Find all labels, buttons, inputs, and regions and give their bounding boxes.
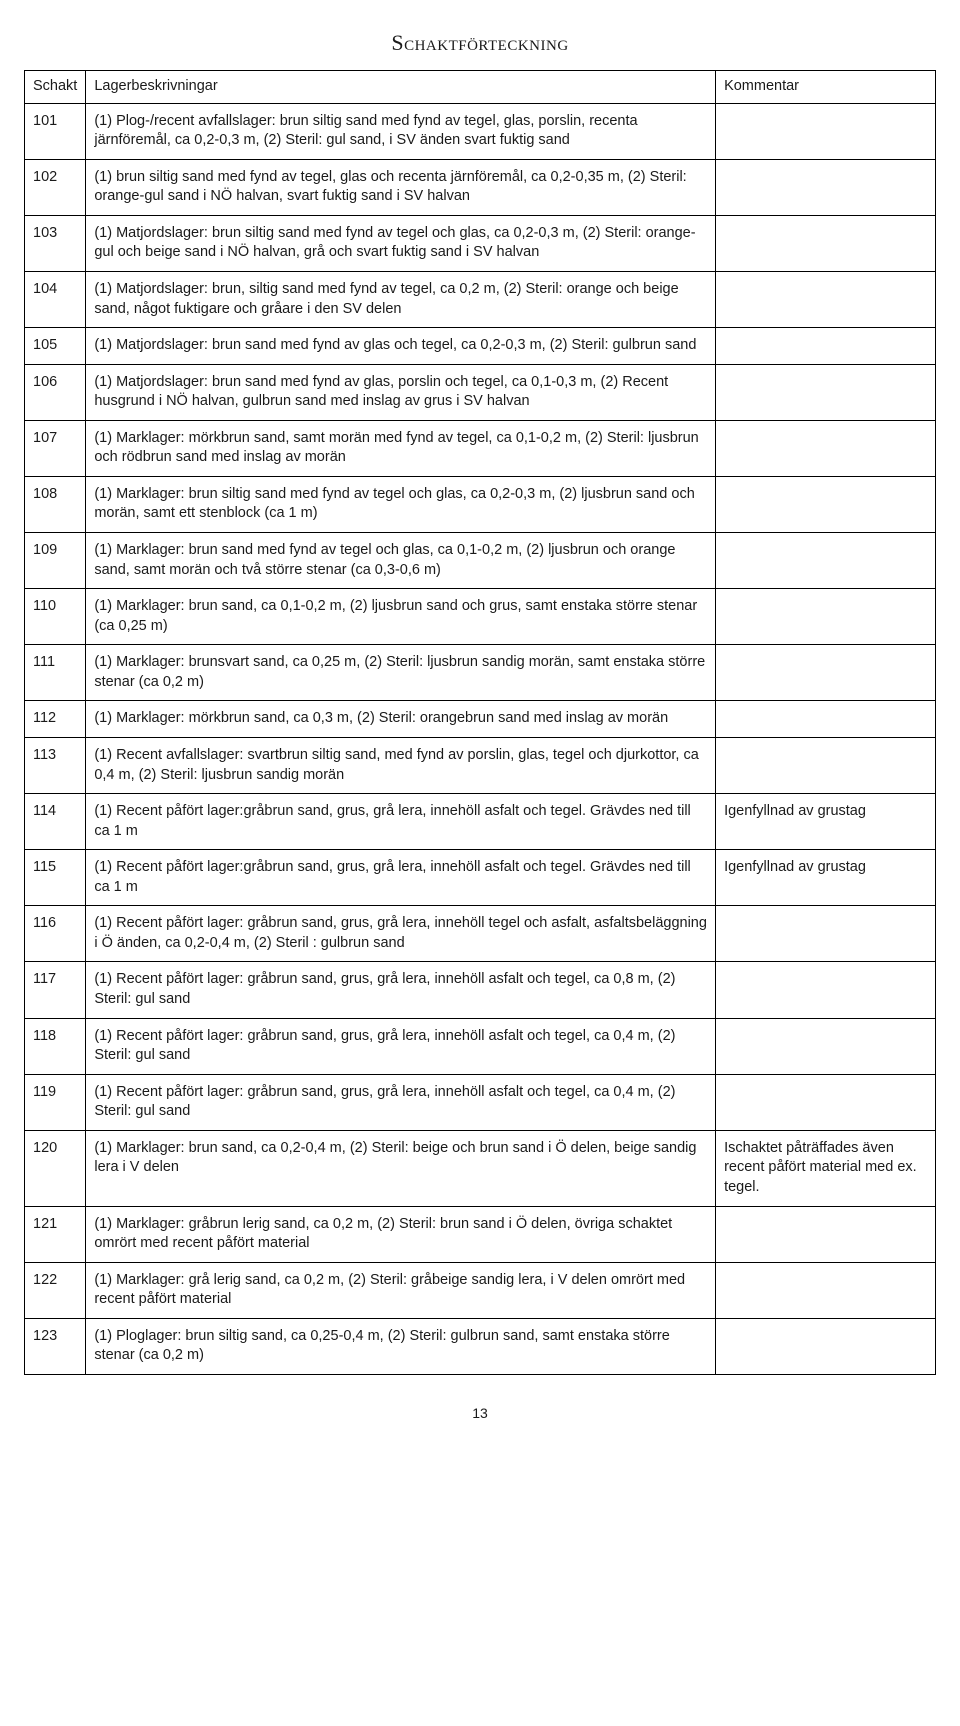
cell-kommentar [716, 328, 936, 365]
cell-lager: (1) Ploglager: brun siltig sand, ca 0,25… [86, 1318, 716, 1374]
table-row: 116(1) Recent påfört lager: gråbrun sand… [25, 906, 936, 962]
cell-kommentar: Ischaktet påträffades även recent påfört… [716, 1130, 936, 1206]
cell-kommentar [716, 589, 936, 645]
cell-lager: (1) Recent påfört lager:gråbrun sand, gr… [86, 850, 716, 906]
cell-kommentar [716, 962, 936, 1018]
cell-kommentar [716, 159, 936, 215]
cell-lager: (1) Matjordslager: brun sand med fynd av… [86, 328, 716, 365]
table-row: 120(1) Marklager: brun sand, ca 0,2-0,4 … [25, 1130, 936, 1206]
cell-lager: (1) Recent påfört lager: gråbrun sand, g… [86, 962, 716, 1018]
table-row: 109(1) Marklager: brun sand med fynd av … [25, 533, 936, 589]
cell-lager: (1) Matjordslager: brun siltig sand med … [86, 215, 716, 271]
page-title: Schaktförteckning [24, 30, 936, 56]
cell-lager: (1) brun siltig sand med fynd av tegel, … [86, 159, 716, 215]
cell-schakt: 101 [25, 103, 86, 159]
cell-lager: (1) Recent påfört lager: gråbrun sand, g… [86, 1018, 716, 1074]
table-row: 105(1) Matjordslager: brun sand med fynd… [25, 328, 936, 365]
cell-kommentar [716, 1262, 936, 1318]
cell-schakt: 112 [25, 701, 86, 738]
cell-schakt: 104 [25, 271, 86, 327]
cell-lager: (1) Recent påfört lager:gråbrun sand, gr… [86, 794, 716, 850]
cell-schakt: 121 [25, 1206, 86, 1262]
cell-lager: (1) Marklager: brun sand, ca 0,2-0,4 m, … [86, 1130, 716, 1206]
cell-schakt: 122 [25, 1262, 86, 1318]
header-schakt: Schakt [25, 71, 86, 104]
table-row: 102(1) brun siltig sand med fynd av tege… [25, 159, 936, 215]
cell-schakt: 103 [25, 215, 86, 271]
cell-schakt: 111 [25, 645, 86, 701]
cell-schakt: 113 [25, 737, 86, 793]
cell-lager: (1) Marklager: mörkbrun sand, samt morän… [86, 420, 716, 476]
cell-kommentar [716, 1206, 936, 1262]
cell-lager: (1) Marklager: grå lerig sand, ca 0,2 m,… [86, 1262, 716, 1318]
cell-schakt: 105 [25, 328, 86, 365]
cell-kommentar [716, 215, 936, 271]
cell-schakt: 108 [25, 476, 86, 532]
cell-schakt: 107 [25, 420, 86, 476]
table-row: 114(1) Recent påfört lager:gråbrun sand,… [25, 794, 936, 850]
cell-kommentar [716, 1318, 936, 1374]
cell-kommentar: Igenfyllnad av grustag [716, 850, 936, 906]
table-row: 108(1) Marklager: brun siltig sand med f… [25, 476, 936, 532]
cell-schakt: 110 [25, 589, 86, 645]
cell-lager: (1) Marklager: brun sand med fynd av teg… [86, 533, 716, 589]
cell-kommentar [716, 906, 936, 962]
page-number: 13 [24, 1405, 936, 1421]
table-row: 103(1) Matjordslager: brun siltig sand m… [25, 215, 936, 271]
cell-kommentar [716, 1074, 936, 1130]
cell-lager: (1) Marklager: brun sand, ca 0,1-0,2 m, … [86, 589, 716, 645]
table-row: 113(1) Recent avfallslager: svartbrun si… [25, 737, 936, 793]
table-row: 121(1) Marklager: gråbrun lerig sand, ca… [25, 1206, 936, 1262]
cell-schakt: 118 [25, 1018, 86, 1074]
schakt-table: Schakt Lagerbeskrivningar Kommentar 101(… [24, 70, 936, 1375]
cell-kommentar [716, 103, 936, 159]
cell-lager: (1) Recent avfallslager: svartbrun silti… [86, 737, 716, 793]
cell-kommentar [716, 476, 936, 532]
header-kommentar: Kommentar [716, 71, 936, 104]
cell-schakt: 116 [25, 906, 86, 962]
cell-kommentar [716, 271, 936, 327]
cell-kommentar [716, 1018, 936, 1074]
cell-kommentar [716, 645, 936, 701]
cell-kommentar [716, 533, 936, 589]
table-row: 104(1) Matjordslager: brun, siltig sand … [25, 271, 936, 327]
cell-lager: (1) Plog-/recent avfallslager: brun silt… [86, 103, 716, 159]
cell-lager: (1) Marklager: brunsvart sand, ca 0,25 m… [86, 645, 716, 701]
table-row: 101(1) Plog-/recent avfallslager: brun s… [25, 103, 936, 159]
table-row: 119(1) Recent påfört lager: gråbrun sand… [25, 1074, 936, 1130]
cell-schakt: 117 [25, 962, 86, 1018]
table-row: 112(1) Marklager: mörkbrun sand, ca 0,3 … [25, 701, 936, 738]
cell-lager: (1) Marklager: gråbrun lerig sand, ca 0,… [86, 1206, 716, 1262]
table-row: 106(1) Matjordslager: brun sand med fynd… [25, 364, 936, 420]
table-row: 110(1) Marklager: brun sand, ca 0,1-0,2 … [25, 589, 936, 645]
cell-schakt: 123 [25, 1318, 86, 1374]
cell-schakt: 115 [25, 850, 86, 906]
cell-schakt: 114 [25, 794, 86, 850]
table-row: 111(1) Marklager: brunsvart sand, ca 0,2… [25, 645, 936, 701]
cell-schakt: 102 [25, 159, 86, 215]
cell-lager: (1) Marklager: mörkbrun sand, ca 0,3 m, … [86, 701, 716, 738]
table-row: 115(1) Recent påfört lager:gråbrun sand,… [25, 850, 936, 906]
cell-kommentar: Igenfyllnad av grustag [716, 794, 936, 850]
table-row: 123(1) Ploglager: brun siltig sand, ca 0… [25, 1318, 936, 1374]
cell-kommentar [716, 364, 936, 420]
header-lager: Lagerbeskrivningar [86, 71, 716, 104]
cell-schakt: 120 [25, 1130, 86, 1206]
cell-lager: (1) Matjordslager: brun, siltig sand med… [86, 271, 716, 327]
cell-kommentar [716, 737, 936, 793]
table-header-row: Schakt Lagerbeskrivningar Kommentar [25, 71, 936, 104]
cell-schakt: 109 [25, 533, 86, 589]
cell-lager: (1) Recent påfört lager: gråbrun sand, g… [86, 906, 716, 962]
cell-lager: (1) Recent påfört lager: gråbrun sand, g… [86, 1074, 716, 1130]
table-row: 118(1) Recent påfört lager: gråbrun sand… [25, 1018, 936, 1074]
cell-schakt: 106 [25, 364, 86, 420]
cell-schakt: 119 [25, 1074, 86, 1130]
cell-kommentar [716, 420, 936, 476]
table-row: 107(1) Marklager: mörkbrun sand, samt mo… [25, 420, 936, 476]
table-row: 122(1) Marklager: grå lerig sand, ca 0,2… [25, 1262, 936, 1318]
cell-lager: (1) Matjordslager: brun sand med fynd av… [86, 364, 716, 420]
cell-kommentar [716, 701, 936, 738]
cell-lager: (1) Marklager: brun siltig sand med fynd… [86, 476, 716, 532]
table-row: 117(1) Recent påfört lager: gråbrun sand… [25, 962, 936, 1018]
